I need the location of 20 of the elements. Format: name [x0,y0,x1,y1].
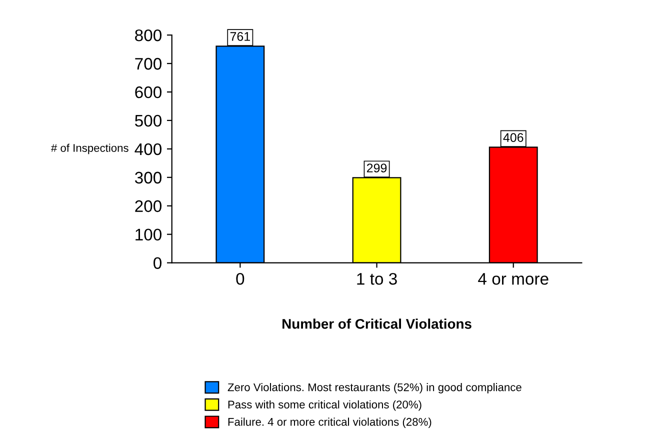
x-tick-label: 0 [236,272,244,285]
y-tick-label: 600 [135,86,162,98]
data-label: 406 [503,133,524,142]
y-tick-label: 0 [154,257,162,270]
x-tick-label: 1 to 3 [357,272,397,285]
y-tick-label: 100 [136,228,162,241]
x-tick-label: 4 or more [478,273,548,285]
data-label: 299 [366,164,387,172]
x-axis-title: Number of Critical Violations [282,318,472,329]
y-tick-label: 400 [134,143,162,156]
data-label: 761 [230,32,250,41]
legend-label: Zero Violations. Most restaurants (52%) in good compliance [228,383,522,394]
y-tick-label: 800 [135,29,162,42]
y-tick-label: 300 [134,172,162,184]
y-tick-label: 700 [135,58,162,70]
y-tick-label: 200 [135,200,162,212]
legend-label: Pass with some critical violations (20%) [228,400,422,411]
y-tick-label: 500 [135,114,162,127]
legend-label: Failure. 4 or more critical violations (28%) [228,418,432,428]
y-axis-title: # of Inspections [51,144,128,154]
